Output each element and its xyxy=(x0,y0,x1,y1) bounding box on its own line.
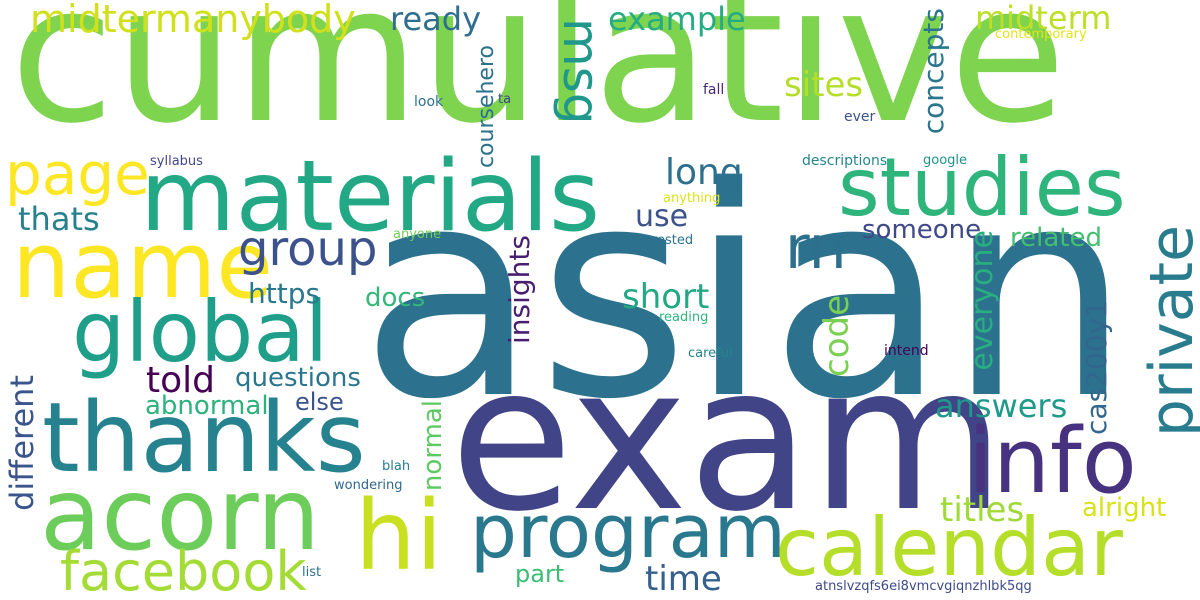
word-everyone: everyone xyxy=(965,230,1000,371)
word-ta: ta xyxy=(498,92,512,107)
word-fall: fall xyxy=(703,82,725,98)
word-different: different xyxy=(3,375,41,511)
word-msg: msg xyxy=(552,18,610,125)
word-told: told xyxy=(146,360,215,401)
word-program: program xyxy=(470,489,786,575)
word-intend: intend xyxy=(884,343,929,359)
word-descriptions: descriptions xyxy=(802,153,888,169)
word-midtermanybody: midtermanybody xyxy=(30,0,356,41)
word-code: code xyxy=(817,295,857,377)
word-atnslvzqfs: atnslvzqfs6ei8vmcvgiqnzhlbk5qg xyxy=(815,579,1032,594)
word-info: info xyxy=(968,409,1137,514)
word-contemporary: contemporary xyxy=(995,27,1087,42)
word-ever: ever xyxy=(844,109,876,125)
word-alright: alright xyxy=(1082,493,1167,523)
word-cumulative: cumulative xyxy=(10,0,1067,165)
word-docs: docs xyxy=(365,283,426,313)
word-midterm: midterm xyxy=(975,0,1112,37)
word-time: time xyxy=(645,559,722,599)
word-https: https xyxy=(248,277,321,310)
word-calendar: calendar xyxy=(775,501,1123,594)
word-group: group xyxy=(238,221,378,277)
word-anything: anything xyxy=(663,191,721,206)
word-page: page xyxy=(5,140,150,208)
word-insights: insights xyxy=(503,235,536,344)
word-blah: blah xyxy=(382,459,411,474)
word-short: short xyxy=(622,277,710,317)
word-part: part xyxy=(515,560,565,588)
word-private: private xyxy=(1137,225,1200,438)
word-concepts: concepts xyxy=(917,8,950,135)
word-sites: sites xyxy=(784,65,864,105)
word-global: global xyxy=(72,283,329,381)
word-look: look xyxy=(414,94,444,110)
word-reading: reading xyxy=(659,310,709,325)
word-thats: thats xyxy=(18,200,100,238)
word-wondering: wondering xyxy=(334,478,403,493)
word-cas200y1: cas200y1 xyxy=(1080,300,1113,435)
word-use: use xyxy=(635,199,689,234)
word-titles: titles xyxy=(940,490,1025,530)
word-acorn: acorn xyxy=(40,456,321,573)
word-abnormal: abnormal xyxy=(145,391,269,421)
word-asian: asian xyxy=(360,126,1131,463)
word-studies: studies xyxy=(838,141,1126,234)
word-example: example xyxy=(608,0,746,38)
word-interested: interested xyxy=(627,233,694,248)
word-someone: someone xyxy=(862,215,982,245)
word-rn: rn xyxy=(785,213,847,283)
word-anyone: anyone xyxy=(393,227,442,242)
word-coursehero: coursehero xyxy=(474,45,499,169)
word-careful: careful xyxy=(688,346,733,361)
word-related: related xyxy=(1010,223,1102,253)
word-exam: exam xyxy=(450,323,1006,556)
word-else: else xyxy=(295,388,344,416)
word-name: name xyxy=(12,212,273,319)
word-facebook: facebook xyxy=(60,540,307,600)
word-list: list xyxy=(302,565,322,580)
word-materials: materials xyxy=(140,140,601,254)
word-hi: hi xyxy=(355,480,443,592)
word-answers: answers xyxy=(935,387,1068,425)
word-ready: ready xyxy=(390,0,481,38)
word-google: google xyxy=(923,153,968,168)
word-questions: questions xyxy=(235,363,361,393)
word-normal: normal xyxy=(418,400,448,492)
word-syllabus: syllabus xyxy=(150,154,203,169)
word-thanks: thanks xyxy=(42,382,366,494)
word-long: long xyxy=(665,152,743,193)
